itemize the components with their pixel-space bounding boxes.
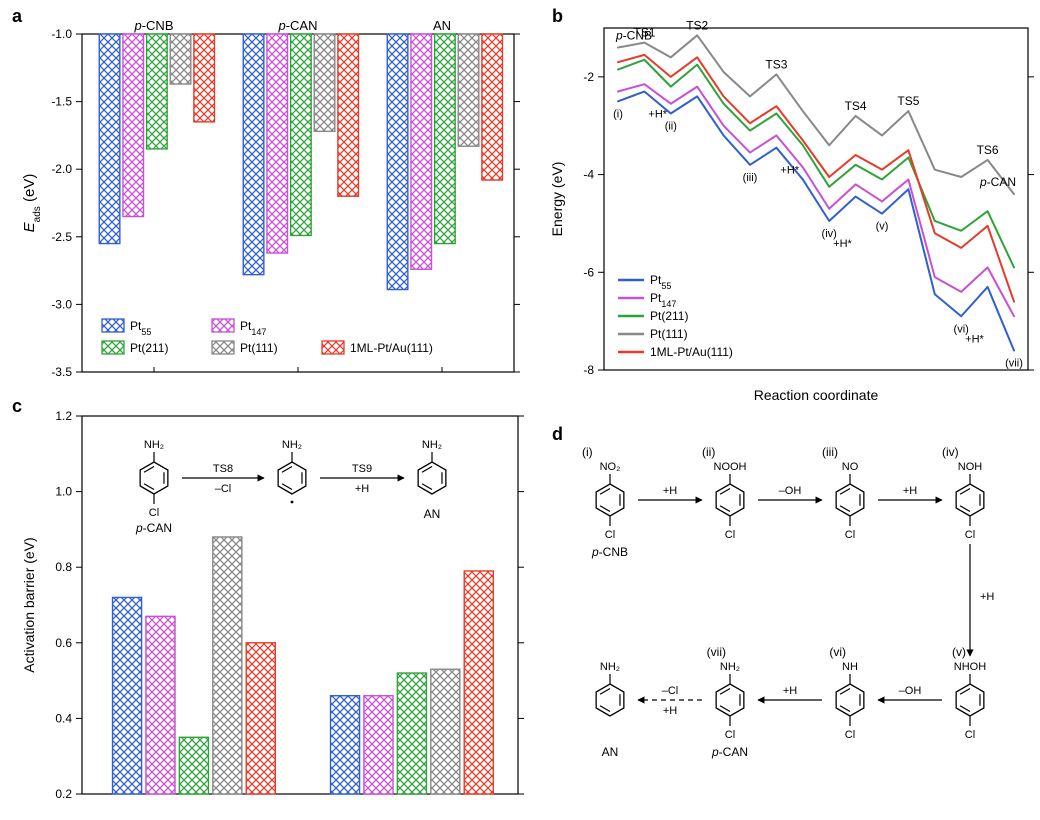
svg-text:NH₂: NH₂ (282, 439, 302, 451)
svg-text:p-CAN: p-CAN (711, 745, 748, 759)
svg-text:1ML-Pt/Au(111): 1ML-Pt/Au(111) (650, 345, 733, 359)
svg-text:NH₂: NH₂ (144, 439, 164, 451)
svg-text:0.2: 0.2 (55, 787, 72, 801)
svg-text:(iii): (iii) (822, 445, 838, 459)
svg-text:0.6: 0.6 (55, 636, 72, 650)
svg-text:+H*: +H* (965, 333, 984, 345)
svg-text:0.8: 0.8 (55, 560, 72, 574)
svg-text:+H: +H (663, 705, 677, 717)
svg-text:NO: NO (842, 461, 859, 473)
svg-text:NOH: NOH (958, 461, 983, 473)
svg-text:AN: AN (602, 745, 619, 759)
svg-text:-1.5: -1.5 (51, 95, 72, 109)
svg-text:Cl: Cl (845, 729, 855, 741)
svg-text:Activation barrier (eV): Activation barrier (eV) (21, 537, 37, 672)
svg-text:(ii): (ii) (702, 445, 715, 459)
svg-text:TS6: TS6 (977, 143, 999, 157)
svg-text:TS8: TS8 (213, 463, 233, 475)
svg-text:0.4: 0.4 (55, 711, 72, 725)
panel-c-chart: 0.2 0.4 0.6 0.8 1.0 1.2 Activation barrier (eV… (12, 400, 532, 810)
svg-text:NH₂: NH₂ (600, 661, 620, 673)
svg-text:-8: -8 (583, 363, 594, 377)
svg-text:(ii): (ii) (665, 121, 677, 133)
svg-text:(i): (i) (582, 445, 593, 459)
svg-text:(vii): (vii) (1005, 357, 1023, 369)
svg-text:p-CAN: p-CAN (135, 521, 172, 535)
svg-text:Pt147: Pt147 (240, 319, 266, 337)
svg-text:NH₂: NH₂ (720, 661, 740, 673)
svg-text:TS2: TS2 (686, 18, 708, 32)
svg-text:TS3: TS3 (765, 57, 787, 71)
svg-text:-2: -2 (583, 70, 594, 84)
svg-text:+H: +H (980, 591, 994, 603)
panel-a-chart: -3.5 -3.0 -2.5 -2.0 -1.5 -1.0 Eads (eV) p-CNB p-… (12, 10, 532, 390)
svg-text:Cl: Cl (605, 529, 615, 541)
svg-text:–OH: –OH (899, 685, 922, 697)
svg-text:-1.0: -1.0 (51, 27, 72, 41)
svg-text:+H*: +H* (833, 238, 852, 250)
svg-text:NH: NH (842, 661, 858, 673)
svg-text:Cl: Cl (725, 729, 735, 741)
svg-text:TS5: TS5 (897, 94, 919, 108)
svg-text:p-CAN: p-CAN (979, 175, 1016, 189)
svg-text:Cl: Cl (725, 529, 735, 541)
svg-text:1.0: 1.0 (55, 485, 72, 499)
svg-text:Pt55: Pt55 (130, 319, 151, 337)
svg-text:+H: +H (783, 685, 797, 697)
svg-text:Pt(111): Pt(111) (240, 341, 278, 355)
svg-text:-3.0: -3.0 (51, 297, 72, 311)
svg-text:NH₂: NH₂ (422, 439, 442, 451)
svg-text:Pt(111): Pt(111) (650, 327, 688, 341)
svg-text:–Cl: –Cl (215, 483, 232, 495)
svg-text:+H: +H (903, 485, 917, 497)
svg-text:p-CNB: p-CNB (133, 18, 173, 33)
svg-text:+H: +H (663, 485, 677, 497)
svg-text:AN: AN (433, 18, 451, 33)
svg-text:(vi): (vi) (829, 645, 846, 659)
svg-text:Energy (eV): Energy (eV) (549, 162, 565, 237)
svg-text:NOOH: NOOH (714, 461, 747, 473)
svg-text:–OH: –OH (779, 485, 802, 497)
svg-text:(v): (v) (876, 221, 889, 233)
svg-text:p-CNB: p-CNB (591, 545, 628, 559)
svg-text:+H: +H (355, 483, 369, 495)
svg-text:1ML-Pt/Au(111): 1ML-Pt/Au(111) (350, 341, 433, 355)
svg-text:AN: AN (424, 507, 441, 521)
svg-text:p-CNB: p-CNB (615, 29, 652, 43)
svg-text:TS4: TS4 (845, 99, 867, 113)
svg-text:1.2: 1.2 (55, 409, 72, 423)
svg-text:NHOH: NHOH (954, 661, 986, 673)
svg-text:(iv): (iv) (942, 445, 959, 459)
svg-text:p-CAN: p-CAN (277, 18, 317, 33)
svg-text:-3.5: -3.5 (51, 365, 72, 379)
svg-text:Reaction coordinate: Reaction coordinate (754, 387, 879, 403)
svg-text:+H*: +H* (648, 109, 667, 121)
svg-text:Pt147: Pt147 (650, 291, 676, 309)
svg-text:Pt55: Pt55 (650, 273, 671, 291)
svg-text:Pt(211): Pt(211) (130, 341, 168, 355)
svg-text:-4: -4 (583, 168, 594, 182)
svg-text:Cl: Cl (845, 529, 855, 541)
panel-b-chart: -8 -6 -4 -2 Energy (eV) Reaction coordinate TS… (540, 10, 1040, 410)
panel-d-scheme: NO₂ Cl (i) p-CNB NOOH Cl (ii) NO Cl (iii) NOH Cl (iv… (540, 420, 1040, 810)
svg-text:(v): (v) (952, 645, 966, 659)
svg-text:Cl: Cl (965, 529, 975, 541)
svg-text:-2.0: -2.0 (51, 162, 72, 176)
svg-text:NO₂: NO₂ (600, 461, 621, 473)
svg-text:Cl: Cl (965, 729, 975, 741)
svg-text:Cl: Cl (149, 507, 159, 519)
svg-text:–Cl: –Cl (662, 685, 679, 697)
svg-text:-6: -6 (583, 265, 594, 279)
svg-text:Eads (eV): Eads (eV) (21, 174, 43, 233)
svg-text:TS9: TS9 (352, 463, 372, 475)
svg-text:Pt(211): Pt(211) (650, 309, 688, 323)
svg-text:+H*: +H* (780, 165, 799, 177)
svg-text:-2.5: -2.5 (51, 230, 72, 244)
svg-text:(iii): (iii) (743, 172, 758, 184)
svg-text:(vii): (vii) (707, 645, 726, 659)
svg-text:(i): (i) (613, 108, 623, 120)
